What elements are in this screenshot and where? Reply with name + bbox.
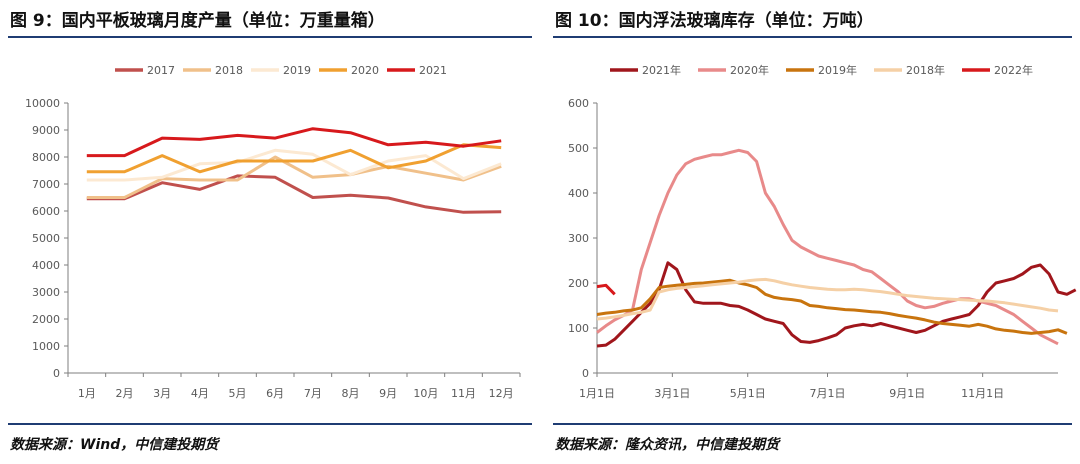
x-tick-label: 2月 [116, 387, 134, 400]
series-line-2022年 [596, 283, 616, 296]
x-tick-label: 1月1日 [579, 387, 615, 400]
series-line-2021年 [596, 261, 1077, 348]
x-tick-label: 7月 [304, 387, 322, 400]
y-tick-label: 300 [568, 232, 589, 245]
data-source: 数据来源：隆众资讯，中信建投期货 [555, 437, 779, 453]
x-tick-label: 10月 [413, 387, 438, 400]
legend-label-2021年: 2021年 [642, 63, 681, 77]
y-tick-label: 1000 [32, 340, 60, 353]
series-line-2018 [86, 155, 502, 199]
data-source: 数据来源：Wind，中信建投期货 [10, 437, 219, 453]
series-line-2021 [86, 127, 502, 158]
y-tick-label: 5000 [32, 232, 60, 245]
x-tick-label: 8月 [342, 387, 360, 400]
source-divider [553, 423, 1072, 425]
y-tick-label: 4000 [32, 259, 60, 272]
y-tick-label: 0 [582, 367, 589, 380]
inventory-line-chart: 0 100 200 300 400 500 600 1月1日 3月1日 5月1日 7月1日 9月1日 1… [568, 63, 1077, 400]
x-tick-label: 11月 [451, 387, 476, 400]
chart-title: 图 9：国内平板玻璃月度产量（单位：万重量箱） [10, 11, 385, 31]
legend-label-2018年: 2018年 [906, 63, 945, 77]
legend-label-2020: 2020 [351, 64, 379, 77]
y-tick-label: 9000 [32, 124, 60, 137]
series-line-2020年 [596, 148, 1059, 346]
legend-label-2019年: 2019年 [818, 63, 857, 77]
x-tick-label: 1月 [78, 387, 96, 400]
y-tick-label: 6000 [32, 205, 60, 218]
production-line-chart: 0 1000 2000 3000 4000 5000 6000 7000 8000 9000 100… [25, 64, 521, 400]
y-tick-label: 3000 [32, 286, 60, 299]
title-divider [8, 36, 532, 38]
x-tick-label: 5月1日 [730, 387, 766, 400]
chart-title: 图 10：国内浮法玻璃库存（单位：万吨） [555, 11, 874, 31]
series-line-2019年 [596, 278, 1068, 335]
x-tick-label: 4月 [191, 387, 209, 400]
left-chart-panel: 图 9：国内平板玻璃月度产量（单位：万重量箱） 0 1000 2000 3000 400… [8, 11, 532, 453]
x-tick-label: 11月1日 [961, 387, 1004, 400]
series-line-2017 [86, 174, 502, 214]
legend-label-2021: 2021 [419, 64, 447, 77]
x-tick-label: 3月 [153, 387, 171, 400]
legend-label-2022年: 2022年 [994, 63, 1033, 77]
x-tick-label: 6月 [266, 387, 284, 400]
title-divider [553, 36, 1072, 38]
legend-label-2018: 2018 [215, 64, 243, 77]
right-chart-panel: 图 10：国内浮法玻璃库存（单位：万吨） 0 100 200 300 400 500 600… [540, 0, 1080, 464]
x-tick-label: 7月1日 [810, 387, 846, 400]
y-tick-label: 0 [53, 367, 60, 380]
y-tick-label: 500 [568, 142, 589, 155]
x-tick-label: 9月1日 [889, 387, 925, 400]
legend-label-2020年: 2020年 [730, 63, 769, 77]
y-tick-label: 10000 [25, 97, 60, 110]
series-line-2020 [86, 143, 502, 174]
y-tick-label: 7000 [32, 178, 60, 191]
y-tick-label: 8000 [32, 151, 60, 164]
legend-label-2019: 2019 [283, 64, 311, 77]
x-tick-label: 12月 [489, 387, 514, 400]
x-tick-label: 5月 [229, 387, 247, 400]
series-line-2018年 [596, 277, 1059, 321]
y-tick-label: 200 [568, 277, 589, 290]
x-tick-label: 9月 [379, 387, 397, 400]
source-divider [8, 423, 532, 425]
x-tick-label: 3月1日 [654, 387, 690, 400]
y-tick-label: 2000 [32, 313, 60, 326]
y-tick-label: 600 [568, 97, 589, 110]
legend-label-2017: 2017 [147, 64, 175, 77]
y-tick-label: 400 [568, 187, 589, 200]
y-tick-label: 100 [568, 322, 589, 335]
